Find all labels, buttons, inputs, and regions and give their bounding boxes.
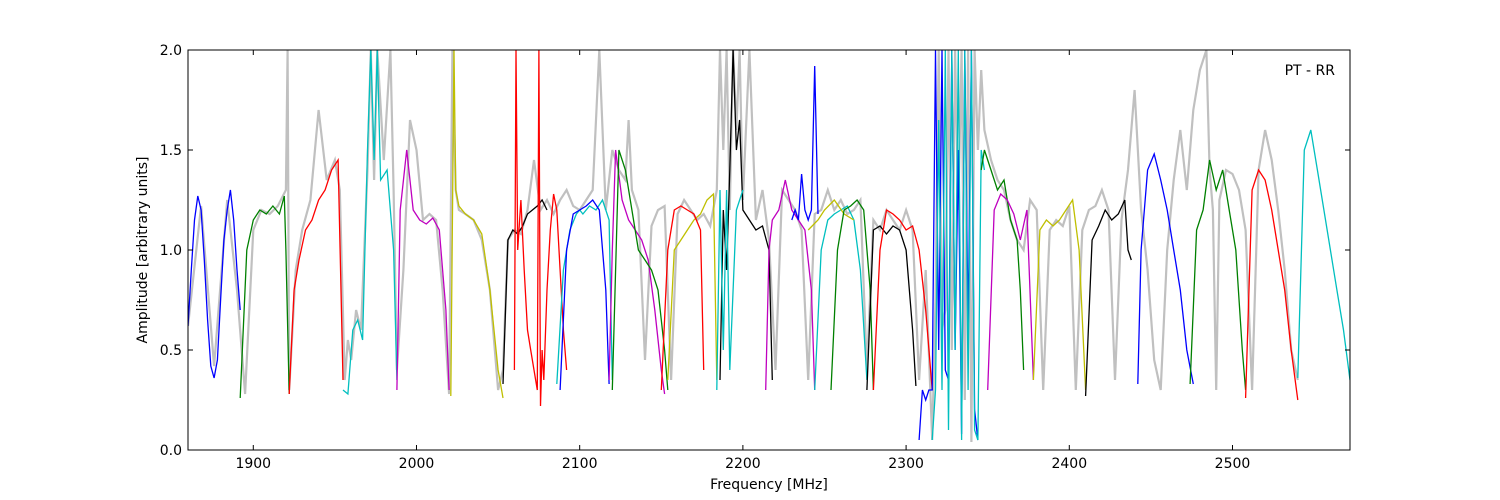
x-tick-label-2400: 2400: [1051, 456, 1087, 472]
series-line-6: [450, 50, 504, 399]
series-line-10: [559, 199, 610, 391]
series-line-20: [807, 198, 855, 231]
y-tick-label-0.5: 0.5: [160, 343, 182, 359]
series-line-4: [342, 50, 398, 396]
series-line-18: [791, 65, 819, 223]
series-line-14: [660, 205, 705, 391]
y-tick-label-2: 2.0: [160, 43, 182, 59]
series-line-29: [1084, 199, 1132, 397]
y-tick-label-0: 0.0: [160, 443, 182, 459]
series-line-25: [931, 50, 986, 441]
series-line-22: [866, 225, 917, 391]
series-line-5: [396, 149, 450, 391]
x-tick-label-2200: 2200: [725, 456, 761, 472]
series-line-23: [872, 208, 933, 391]
x-tick-label-2500: 2500: [1215, 456, 1251, 472]
y-tick-label-1.5: 1.5: [160, 143, 182, 159]
series-line-32: [1244, 168, 1299, 401]
series-line-28: [1032, 198, 1087, 391]
background-series-line: [188, 50, 1299, 443]
x-tick-label-2000: 2000: [399, 456, 435, 472]
series-line-16: [716, 189, 744, 391]
series-line-21: [830, 199, 875, 391]
series-line-33: [1297, 129, 1350, 381]
series-line-2: [239, 195, 290, 399]
series-line-8: [513, 50, 568, 407]
chart-annotation: PT - RR: [1285, 63, 1336, 79]
series-line-3: [288, 157, 344, 395]
series-line-17: [765, 179, 816, 391]
series-line-26: [980, 149, 1025, 371]
x-tick-label-1900: 1900: [235, 456, 271, 472]
x-axis-label: Frequency [MHz]: [710, 477, 828, 493]
y-axis-label: Amplitude [arbitrary units]: [135, 157, 151, 344]
y-tick-label-1: 1.0: [160, 243, 182, 259]
series-line-31: [1189, 159, 1247, 391]
x-tick-label-2100: 2100: [562, 456, 598, 472]
series-line-15: [719, 50, 773, 381]
series-line-13: [667, 192, 718, 381]
series-line-1: [188, 189, 241, 379]
series-line-12: [611, 149, 669, 391]
x-tick-label-2300: 2300: [888, 456, 924, 472]
series-line-27: [987, 192, 1035, 391]
series-line-30: [1137, 151, 1194, 385]
